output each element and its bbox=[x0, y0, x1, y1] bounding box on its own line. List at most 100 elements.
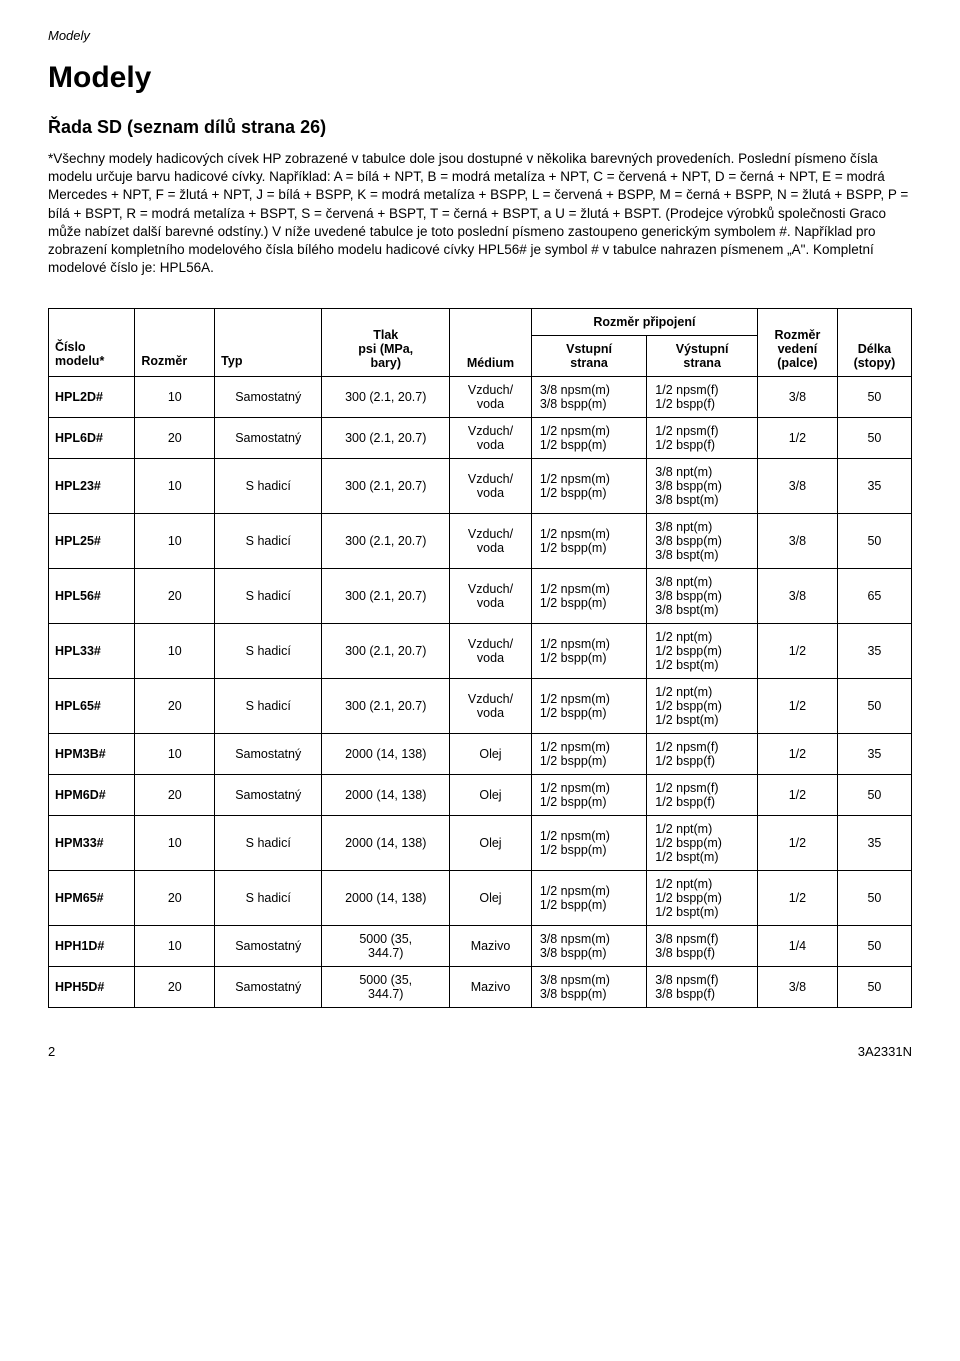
table-row: HPM65#20S hadicí2000 (14, 138)Olej1/2 np… bbox=[49, 870, 912, 925]
body-text: *Všechny modely hadicových cívek HP zobr… bbox=[48, 150, 912, 278]
col-outlet: Výstupní strana bbox=[647, 335, 758, 376]
table-cell: 300 (2.1, 20.7) bbox=[322, 376, 450, 417]
table-cell: 10 bbox=[135, 376, 215, 417]
table-cell: Samostatný bbox=[215, 774, 322, 815]
table-row: HPM6D#20Samostatný2000 (14, 138)Olej1/2 … bbox=[49, 774, 912, 815]
table-cell: 10 bbox=[135, 733, 215, 774]
subtitle: Řada SD (seznam dílů strana 26) bbox=[48, 117, 912, 138]
table-cell: 2000 (14, 138) bbox=[322, 774, 450, 815]
table-cell: 1/2 bbox=[758, 623, 838, 678]
table-cell: S hadicí bbox=[215, 815, 322, 870]
table-cell: 35 bbox=[837, 623, 911, 678]
table-cell: HPL23# bbox=[49, 458, 135, 513]
table-cell: 3/8 npsm(f) 3/8 bspp(f) bbox=[647, 966, 758, 1007]
table-row: HPL33#10S hadicí300 (2.1, 20.7)Vzduch/ v… bbox=[49, 623, 912, 678]
table-cell: 300 (2.1, 20.7) bbox=[322, 458, 450, 513]
table-cell: S hadicí bbox=[215, 513, 322, 568]
table-cell: 5000 (35, 344.7) bbox=[322, 966, 450, 1007]
table-cell: 65 bbox=[837, 568, 911, 623]
table-cell: Vzduch/ voda bbox=[450, 458, 532, 513]
table-cell: 3/8 bbox=[758, 568, 838, 623]
table-cell: 2000 (14, 138) bbox=[322, 733, 450, 774]
table-cell: HPM65# bbox=[49, 870, 135, 925]
table-cell: 1/2 npsm(m) 1/2 bspp(m) bbox=[531, 458, 646, 513]
table-row: HPH1D#10Samostatný5000 (35, 344.7)Mazivo… bbox=[49, 925, 912, 966]
table-cell: 50 bbox=[837, 966, 911, 1007]
table-cell: 1/2 npsm(f) 1/2 bspp(f) bbox=[647, 417, 758, 458]
page-footer: 2 3A2331N bbox=[48, 1044, 912, 1059]
col-pressure: Tlak psi (MPa, bary) bbox=[322, 308, 450, 376]
table-cell: 5000 (35, 344.7) bbox=[322, 925, 450, 966]
table-cell: 1/2 npsm(m) 1/2 bspp(m) bbox=[531, 568, 646, 623]
col-model: Číslo modelu* bbox=[49, 308, 135, 376]
table-cell: 35 bbox=[837, 458, 911, 513]
table-cell: Olej bbox=[450, 815, 532, 870]
table-cell: 3/8 bbox=[758, 458, 838, 513]
table-cell: 3/8 npt(m) 3/8 bspp(m) 3/8 bspt(m) bbox=[647, 513, 758, 568]
page-title: Modely bbox=[48, 61, 912, 95]
table-cell: 20 bbox=[135, 417, 215, 458]
table-cell: Olej bbox=[450, 870, 532, 925]
table-cell: 2000 (14, 138) bbox=[322, 870, 450, 925]
table-row: HPL6D#20Samostatný300 (2.1, 20.7)Vzduch/… bbox=[49, 417, 912, 458]
col-length: Délka (stopy) bbox=[837, 308, 911, 376]
table-cell: HPH5D# bbox=[49, 966, 135, 1007]
table-cell: 3/8 npsm(f) 3/8 bspp(f) bbox=[647, 925, 758, 966]
table-cell: 10 bbox=[135, 513, 215, 568]
table-row: HPL23#10S hadicí300 (2.1, 20.7)Vzduch/ v… bbox=[49, 458, 912, 513]
table-cell: 3/8 npsm(m) 3/8 bspp(m) bbox=[531, 925, 646, 966]
table-cell: 10 bbox=[135, 458, 215, 513]
table-cell: HPL25# bbox=[49, 513, 135, 568]
table-cell: 1/2 npsm(f) 1/2 bspp(f) bbox=[647, 376, 758, 417]
table-cell: Samostatný bbox=[215, 417, 322, 458]
table-cell: Samostatný bbox=[215, 925, 322, 966]
table-cell: 3/8 bbox=[758, 966, 838, 1007]
table-cell: 3/8 npsm(m) 3/8 bspp(m) bbox=[531, 966, 646, 1007]
table-cell: HPM33# bbox=[49, 815, 135, 870]
table-cell: 50 bbox=[837, 774, 911, 815]
table-cell: Samostatný bbox=[215, 376, 322, 417]
table-cell: 1/2 bbox=[758, 815, 838, 870]
table-cell: 50 bbox=[837, 376, 911, 417]
running-head: Modely bbox=[48, 28, 912, 43]
table-cell: 3/8 bbox=[758, 376, 838, 417]
footer-doc-number: 3A2331N bbox=[858, 1044, 912, 1059]
table-cell: 1/2 npsm(f) 1/2 bspp(f) bbox=[647, 774, 758, 815]
table-header-row-1: Číslo modelu* Rozměr Typ Tlak psi (MPa, … bbox=[49, 308, 912, 335]
table-cell: Vzduch/ voda bbox=[450, 376, 532, 417]
table-cell: 20 bbox=[135, 870, 215, 925]
table-cell: 1/2 bbox=[758, 870, 838, 925]
table-row: HPL25#10S hadicí300 (2.1, 20.7)Vzduch/ v… bbox=[49, 513, 912, 568]
table-cell: 1/2 npsm(m) 1/2 bspp(m) bbox=[531, 513, 646, 568]
table-cell: 1/2 npsm(m) 1/2 bspp(m) bbox=[531, 774, 646, 815]
table-cell: 300 (2.1, 20.7) bbox=[322, 678, 450, 733]
table-cell: Olej bbox=[450, 774, 532, 815]
table-cell: 2000 (14, 138) bbox=[322, 815, 450, 870]
table-cell: 1/2 npsm(m) 1/2 bspp(m) bbox=[531, 623, 646, 678]
table-cell: 1/2 npsm(m) 1/2 bspp(m) bbox=[531, 870, 646, 925]
table-cell: 1/2 npt(m) 1/2 bspp(m) 1/2 bspt(m) bbox=[647, 623, 758, 678]
table-cell: 300 (2.1, 20.7) bbox=[322, 568, 450, 623]
table-cell: Samostatný bbox=[215, 733, 322, 774]
table-cell: HPH1D# bbox=[49, 925, 135, 966]
table-cell: 300 (2.1, 20.7) bbox=[322, 417, 450, 458]
table-cell: Vzduch/ voda bbox=[450, 678, 532, 733]
table-cell: Mazivo bbox=[450, 966, 532, 1007]
table-cell: S hadicí bbox=[215, 870, 322, 925]
table-cell: 1/2 npt(m) 1/2 bspp(m) 1/2 bspt(m) bbox=[647, 815, 758, 870]
table-cell: HPL2D# bbox=[49, 376, 135, 417]
table-cell: 10 bbox=[135, 623, 215, 678]
table-cell: 1/2 bbox=[758, 417, 838, 458]
table-row: HPM33#10S hadicí2000 (14, 138)Olej1/2 np… bbox=[49, 815, 912, 870]
table-cell: 50 bbox=[837, 925, 911, 966]
table-cell: 1/2 npsm(m) 1/2 bspp(m) bbox=[531, 417, 646, 458]
table-cell: HPM6D# bbox=[49, 774, 135, 815]
table-cell: 50 bbox=[837, 417, 911, 458]
table-cell: 1/2 npt(m) 1/2 bspp(m) 1/2 bspt(m) bbox=[647, 678, 758, 733]
table-row: HPH5D#20Samostatný5000 (35, 344.7)Mazivo… bbox=[49, 966, 912, 1007]
table-cell: 20 bbox=[135, 568, 215, 623]
table-row: HPL56#20S hadicí300 (2.1, 20.7)Vzduch/ v… bbox=[49, 568, 912, 623]
page: Modely Modely Řada SD (seznam dílů stran… bbox=[0, 0, 960, 1087]
table-cell: 10 bbox=[135, 925, 215, 966]
table-cell: 35 bbox=[837, 815, 911, 870]
